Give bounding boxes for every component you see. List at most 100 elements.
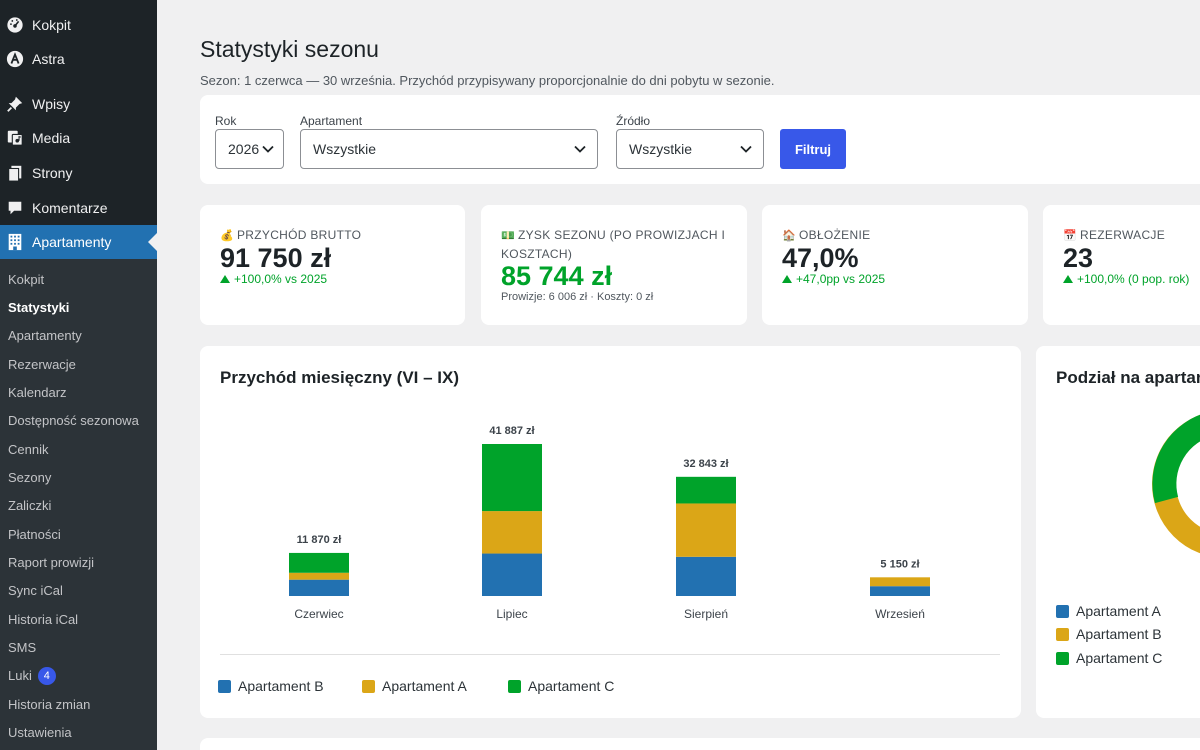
- submenu-item-raport-prowizji[interactable]: Raport prowizji: [8, 555, 94, 570]
- category-label: Lipiec: [496, 607, 527, 621]
- submenu-label: Luki: [8, 668, 32, 683]
- year-label: Rok: [215, 114, 237, 128]
- dashboard-icon: [5, 15, 25, 35]
- cash-icon: 💵: [501, 230, 515, 242]
- submenu-item-sezony[interactable]: Sezony: [8, 470, 52, 485]
- kpi-label: 💰 Przychód brutto: [220, 228, 362, 242]
- trend-up-icon: [1063, 275, 1073, 283]
- menu-label: Kokpit: [32, 17, 71, 33]
- legend-item[interactable]: Apartament B: [218, 678, 324, 694]
- submenu-item-historia-zmian[interactable]: Historia zmian: [8, 697, 91, 712]
- bar-total-label: 5 150 zł: [880, 558, 919, 570]
- chart-title: Przychód miesięczny (VI – IX): [220, 368, 460, 387]
- legend-label: Apartament A: [1076, 603, 1161, 619]
- apartamenty-submenu: Kokpit Statystyki Apartamenty Rezerwacje…: [0, 259, 157, 750]
- menu-item-komentarze[interactable]: Komentarze: [0, 191, 157, 225]
- kpi-label: 🏠 Obłożenie: [782, 228, 871, 242]
- menu-item-wpisy[interactable]: Wpisy: [0, 87, 157, 121]
- bar-segment[interactable]: [482, 553, 542, 596]
- menu-label: Wpisy: [32, 96, 71, 112]
- bar-segment[interactable]: [676, 476, 736, 504]
- legend-item[interactable]: Apartament A: [362, 678, 467, 694]
- kpi-profit-breakdown: Prowizje: 6 006 zł · Koszty: 0 zł: [501, 291, 654, 303]
- donut-segment-c: [1152, 414, 1200, 504]
- bar-segment[interactable]: [482, 444, 542, 512]
- divider: [220, 654, 1000, 655]
- bar-segment[interactable]: [676, 503, 736, 557]
- kpi-bookings-value: 23: [1063, 243, 1094, 273]
- bar-segment[interactable]: [482, 511, 542, 554]
- submenu-item-apartamenty[interactable]: Apartamenty: [8, 328, 82, 343]
- menu-label: Media: [32, 130, 71, 146]
- year-select[interactable]: 2026: [215, 129, 284, 169]
- page-subtitle: Sezon: 1 czerwca — 30 września. Przychód…: [200, 73, 775, 88]
- building-icon: [5, 232, 25, 252]
- submenu-item-platnosci[interactable]: Płatności: [8, 527, 61, 542]
- calendar-icon: 📅: [1063, 230, 1077, 242]
- submenu-item-statystyki[interactable]: Statystyki: [8, 300, 70, 315]
- legend-label: Apartament A: [382, 678, 467, 694]
- menu-label: Strony: [32, 165, 73, 181]
- next-section-card: [200, 738, 1200, 750]
- trend-up-icon: [220, 275, 230, 283]
- filter-card: Rok 2026 Apartament Wszystkie Źródło Wsz…: [200, 95, 1200, 184]
- menu-label: Apartamenty: [32, 234, 112, 250]
- legend-swatch: [1056, 604, 1069, 618]
- kpi-profit-value: 85 744 zł: [501, 261, 613, 291]
- menu-item-apartamenty[interactable]: Apartamenty: [0, 225, 157, 259]
- share-legend-item[interactable]: Apartament C: [1056, 650, 1162, 666]
- submenu-item-dostepnosc[interactable]: Dostępność sezonowa: [8, 413, 139, 428]
- bar-segment[interactable]: [289, 552, 349, 573]
- menu-item-strony[interactable]: Strony: [0, 156, 157, 190]
- submenu-item-cennik[interactable]: Cennik: [8, 442, 49, 457]
- submenu-item-ustawienia[interactable]: Ustawienia: [8, 725, 72, 740]
- legend-label: Apartament C: [1076, 650, 1163, 666]
- submenu-item-sms[interactable]: SMS: [8, 640, 37, 655]
- share-legend-item[interactable]: Apartament A: [1056, 603, 1161, 619]
- year-value: 2026: [228, 141, 260, 157]
- apartment-value: Wszystkie: [313, 141, 376, 157]
- kpi-occupancy-delta: +47,0pp vs 2025: [782, 272, 885, 286]
- submenu-item-rezerwacje[interactable]: Rezerwacje: [8, 357, 76, 372]
- monthly-revenue-chart: 11 870 zł Czerwiec 41 887 zł Lipiec 32 843 z…: [289, 425, 930, 621]
- menu-item-astra[interactable]: Astra: [0, 42, 157, 76]
- comments-icon: [5, 198, 25, 218]
- menu-item-media[interactable]: Media: [0, 121, 157, 155]
- source-select[interactable]: Wszystkie: [616, 129, 764, 169]
- legend-item[interactable]: Apartament C: [508, 678, 614, 694]
- apartment-share-donut: [1152, 414, 1200, 554]
- legend-label: Apartament C: [528, 678, 615, 694]
- submenu-item-kalendarz[interactable]: Kalendarz: [8, 385, 67, 400]
- submenu-item-sync-ical[interactable]: Sync iCal: [8, 583, 63, 598]
- submenu-item-zaliczki[interactable]: Zaliczki: [8, 498, 52, 513]
- submenu-item-luki[interactable]: Luki 4: [8, 666, 56, 686]
- kpi-revenue-value: 91 750 zł: [220, 243, 332, 273]
- trend-up-icon: [782, 275, 792, 283]
- bar-segment[interactable]: [289, 572, 349, 580]
- kpi-label: 💵 Zysk sezonu (po prowizjach i kosztach): [501, 228, 726, 261]
- legend-swatch: [1056, 651, 1069, 665]
- kpi-label: 📅 Rezerwacje: [1063, 228, 1166, 242]
- house-icon: 🏠: [782, 230, 796, 242]
- chevron-down-icon: [740, 145, 752, 153]
- bar-segment[interactable]: [289, 579, 349, 596]
- bar-segment[interactable]: [870, 586, 930, 596]
- submenu-item-kokpit[interactable]: Kokpit: [8, 272, 45, 287]
- kpi-bookings-delta: +100,0% (0 pop. rok): [1063, 272, 1189, 286]
- kpi-bookings-card: 📅 Rezerwacje 23 +100,0% (0 pop. rok): [1043, 205, 1200, 325]
- bar-segment[interactable]: [676, 556, 736, 596]
- bar-segment[interactable]: [870, 577, 930, 587]
- apartment-select[interactable]: Wszystkie: [300, 129, 598, 169]
- submenu-item-historia-ical[interactable]: Historia iCal: [8, 612, 79, 627]
- legend-swatch: [362, 679, 375, 693]
- chevron-down-icon: [262, 145, 274, 153]
- menu-item-kokpit[interactable]: Kokpit: [0, 8, 157, 42]
- legend-label: Apartament B: [238, 678, 324, 694]
- share-legend-item[interactable]: Apartament B: [1056, 626, 1162, 642]
- kpi-revenue-card: 💰 Przychód brutto 91 750 zł +100,0% vs 20…: [200, 205, 465, 325]
- apartment-label: Apartament: [300, 114, 363, 128]
- filter-button[interactable]: Filtruj: [780, 129, 846, 169]
- legend-swatch: [218, 679, 231, 693]
- media-icon: [5, 128, 25, 148]
- page-title: Statystyki sezonu: [200, 36, 379, 62]
